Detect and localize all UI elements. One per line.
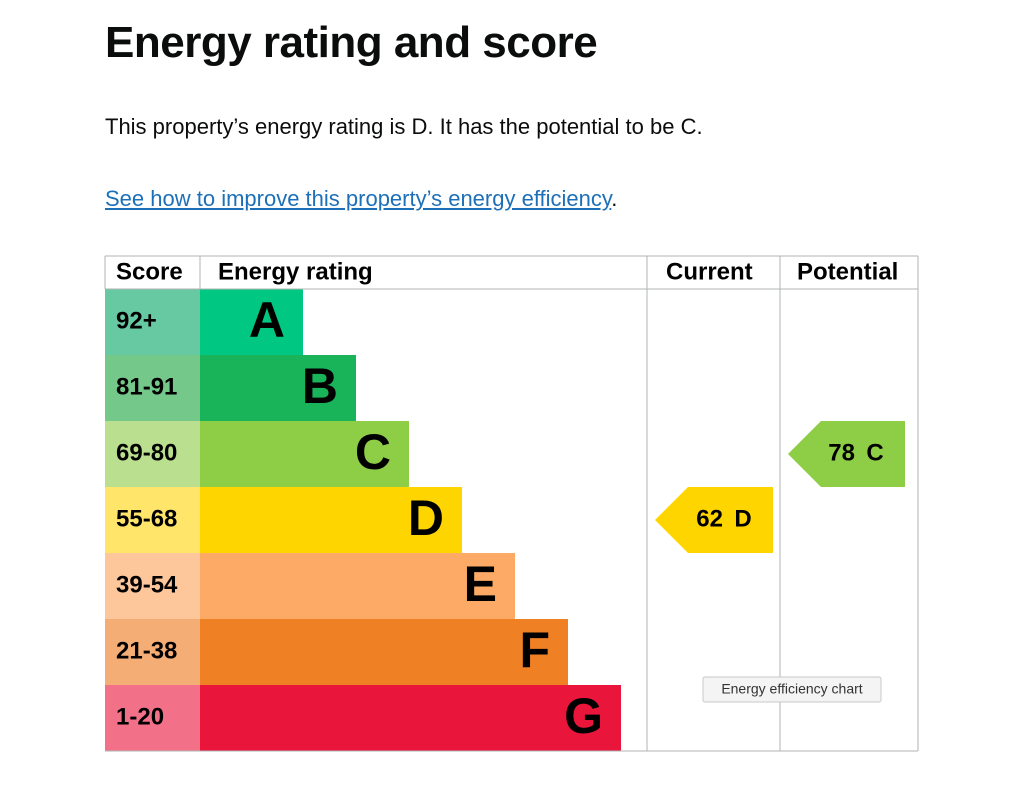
tooltip: Energy efficiency chart [721, 681, 862, 697]
rating-bar [200, 619, 568, 685]
tooltip-box [702, 676, 882, 703]
current-arrow [655, 487, 773, 553]
rating-bar [200, 553, 515, 619]
column-header: Score [116, 258, 183, 285]
summary: This property’s energy rating is D. It h… [105, 114, 703, 139]
score-cell [105, 619, 200, 685]
score-range: 21-38 [116, 637, 177, 664]
rating-bar [200, 355, 356, 421]
rating-letter: D [408, 490, 444, 546]
current-rating: D [734, 505, 751, 532]
score-cell [105, 487, 200, 553]
score-range: 69-80 [116, 439, 177, 466]
rating-bar [200, 421, 409, 487]
score-range: 92+ [116, 307, 157, 334]
current-score: 62 [696, 505, 723, 532]
potential-rating: C [866, 439, 883, 466]
column-header: Current [666, 258, 753, 285]
rating-letter: A [249, 292, 285, 348]
score-range: 81-91 [116, 373, 177, 400]
rating-bar [200, 289, 303, 355]
rating-bar [200, 685, 621, 751]
link-line: See how to improve this property’s energ… [105, 186, 617, 212]
improve-link[interactable]: See how to improve this property’s energ… [105, 186, 612, 211]
rating-letter: G [564, 688, 603, 744]
score-cell [105, 289, 200, 355]
rating-letter: F [519, 622, 550, 678]
rating-letter: B [302, 358, 338, 414]
score-range: 39-54 [116, 571, 178, 598]
potential-score: 78 [828, 439, 855, 466]
score-cell [105, 355, 200, 421]
rating-letter: C [355, 424, 391, 480]
score-cell [105, 421, 200, 487]
heading: Energy rating and score [105, 18, 598, 67]
potential-arrow [788, 421, 905, 487]
link-after: . [611, 186, 618, 211]
score-cell [105, 685, 200, 751]
score-range: 55-68 [116, 505, 177, 532]
score-cell [105, 553, 200, 619]
score-range: 1-20 [116, 703, 164, 730]
column-header: Energy rating [218, 258, 373, 285]
rating-letter: E [464, 556, 497, 612]
column-header: Potential [797, 258, 898, 285]
rating-bar [200, 487, 462, 553]
